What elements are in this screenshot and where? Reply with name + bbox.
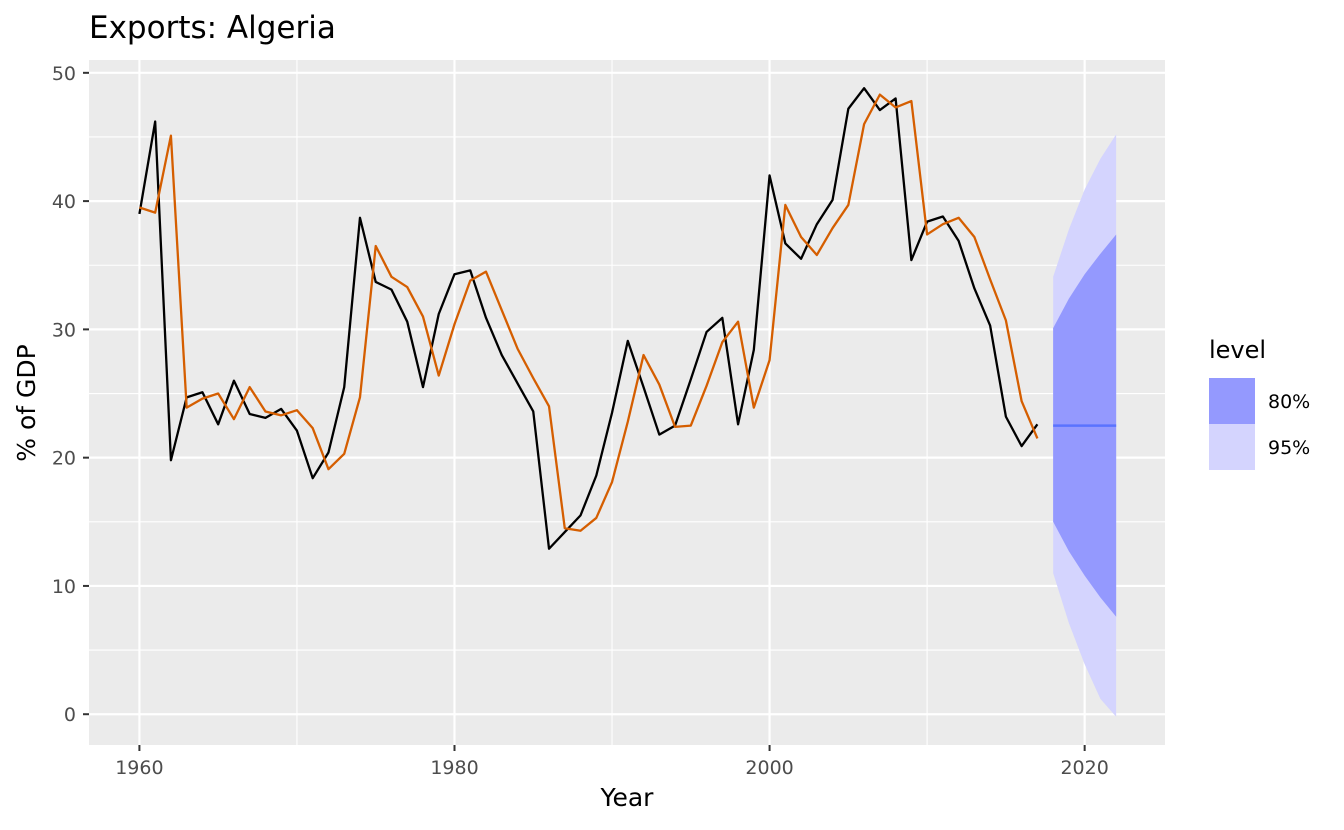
y-tick-label: 30 [52,319,76,341]
data-series [138,87,1039,550]
legend-swatch-95 [1209,424,1255,470]
y-tick-label: 0 [64,704,76,726]
y-tick-label: 10 [52,576,76,598]
x-tick-label: 2020 [1060,757,1108,779]
x-axis: 1960 1980 2000 2020 [115,745,1109,779]
plot-panel [89,60,1165,745]
series-line-fitted [139,93,1039,532]
legend: level 80% 95% [1209,336,1310,470]
x-tick-label: 1980 [430,757,478,779]
major-gridlines [89,60,1165,745]
chart-title: Exports: Algeria [89,10,336,46]
y-axis: 0 10 20 30 40 50 [52,63,89,726]
y-tick-label: 40 [52,191,76,213]
legend-label-80: 80% [1268,391,1310,413]
legend-swatch-80 [1209,378,1255,424]
series-line-actual [138,87,1039,550]
y-tick-label: 50 [52,63,76,85]
x-tick-label: 1960 [115,757,163,779]
x-tick-label: 2000 [745,757,793,779]
y-axis-title: % of GDP [12,344,41,461]
x-axis-title: Year [600,783,655,812]
legend-title: level [1209,336,1266,364]
forecast-intervals [1053,134,1117,717]
legend-label-95: 95% [1268,437,1310,459]
y-tick-label: 20 [52,448,76,470]
